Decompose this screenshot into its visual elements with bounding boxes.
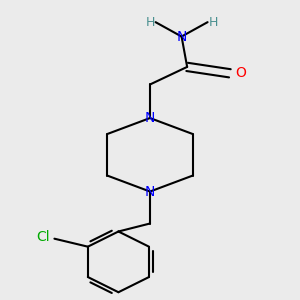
Text: N: N [176,29,187,44]
Text: H: H [145,16,155,29]
Text: Cl: Cl [37,230,50,244]
Text: O: O [235,66,246,80]
Text: N: N [145,111,155,125]
Text: H: H [208,16,218,29]
Text: N: N [145,184,155,199]
